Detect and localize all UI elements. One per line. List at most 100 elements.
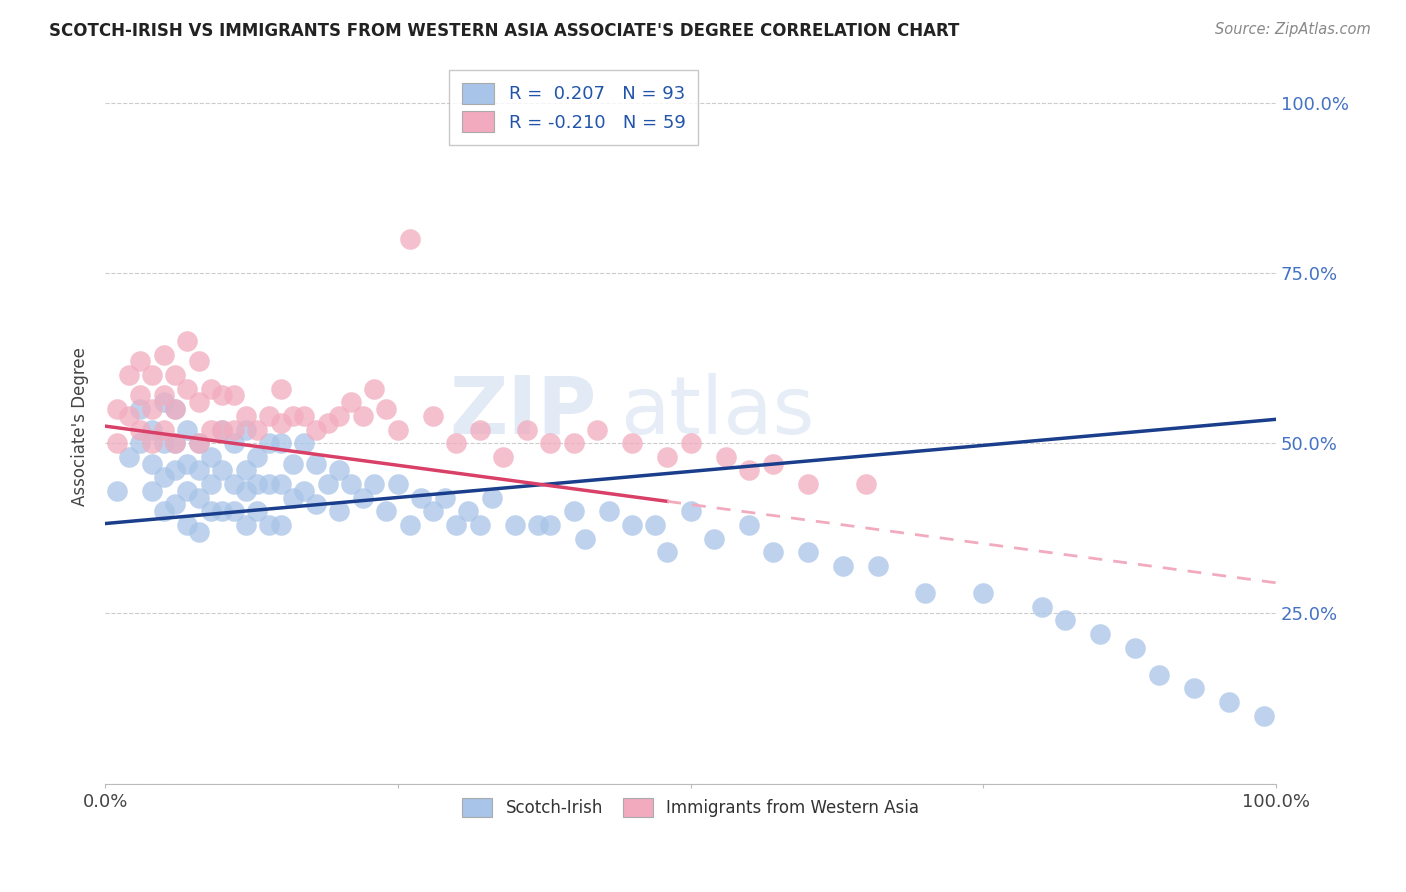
- Point: [866, 558, 889, 573]
- Point: [165, 498, 187, 512]
- Point: [761, 457, 783, 471]
- Point: [152, 348, 174, 362]
- Point: [200, 504, 222, 518]
- Point: [538, 517, 561, 532]
- Point: [586, 423, 609, 437]
- Point: [187, 524, 209, 539]
- Point: [176, 382, 198, 396]
- Point: [200, 477, 222, 491]
- Point: [796, 477, 818, 491]
- Point: [129, 423, 152, 437]
- Point: [222, 388, 245, 402]
- Point: [246, 423, 269, 437]
- Point: [152, 423, 174, 437]
- Point: [246, 477, 269, 491]
- Point: [738, 463, 761, 477]
- Point: [679, 436, 702, 450]
- Point: [714, 450, 737, 464]
- Point: [281, 409, 304, 423]
- Point: [141, 457, 163, 471]
- Point: [305, 457, 328, 471]
- Point: [375, 402, 398, 417]
- Point: [1147, 667, 1170, 681]
- Point: [492, 450, 515, 464]
- Point: [141, 368, 163, 382]
- Point: [316, 416, 339, 430]
- Point: [187, 395, 209, 409]
- Point: [761, 545, 783, 559]
- Point: [129, 402, 152, 417]
- Point: [187, 436, 209, 450]
- Point: [235, 409, 257, 423]
- Point: [562, 436, 585, 450]
- Point: [468, 423, 491, 437]
- Point: [270, 382, 292, 396]
- Point: [422, 504, 444, 518]
- Point: [235, 517, 257, 532]
- Point: [305, 498, 328, 512]
- Point: [187, 463, 209, 477]
- Point: [1054, 613, 1077, 627]
- Point: [538, 436, 561, 450]
- Text: atlas: atlas: [620, 373, 814, 450]
- Point: [398, 517, 420, 532]
- Y-axis label: Associate's Degree: Associate's Degree: [72, 347, 89, 506]
- Point: [703, 532, 725, 546]
- Point: [270, 477, 292, 491]
- Point: [831, 558, 853, 573]
- Point: [1253, 708, 1275, 723]
- Point: [281, 491, 304, 505]
- Point: [246, 504, 269, 518]
- Point: [1125, 640, 1147, 655]
- Point: [176, 483, 198, 498]
- Point: [644, 517, 666, 532]
- Point: [176, 517, 198, 532]
- Point: [679, 504, 702, 518]
- Point: [187, 491, 209, 505]
- Point: [165, 463, 187, 477]
- Point: [200, 382, 222, 396]
- Point: [211, 423, 233, 437]
- Point: [117, 450, 139, 464]
- Point: [305, 423, 328, 437]
- Point: [621, 436, 644, 450]
- Point: [235, 483, 257, 498]
- Point: [141, 402, 163, 417]
- Point: [316, 477, 339, 491]
- Point: [235, 463, 257, 477]
- Point: [211, 504, 233, 518]
- Point: [328, 463, 350, 477]
- Point: [657, 450, 679, 464]
- Text: Source: ZipAtlas.com: Source: ZipAtlas.com: [1215, 22, 1371, 37]
- Point: [176, 334, 198, 348]
- Point: [152, 388, 174, 402]
- Point: [200, 423, 222, 437]
- Text: ZIP: ZIP: [450, 373, 598, 450]
- Point: [152, 504, 174, 518]
- Point: [176, 423, 198, 437]
- Point: [1031, 599, 1053, 614]
- Point: [446, 517, 468, 532]
- Point: [292, 409, 315, 423]
- Point: [516, 423, 538, 437]
- Point: [141, 423, 163, 437]
- Point: [738, 517, 761, 532]
- Point: [457, 504, 479, 518]
- Point: [165, 436, 187, 450]
- Point: [165, 402, 187, 417]
- Point: [257, 436, 280, 450]
- Point: [657, 545, 679, 559]
- Point: [1218, 695, 1240, 709]
- Point: [222, 504, 245, 518]
- Point: [129, 354, 152, 368]
- Point: [200, 450, 222, 464]
- Point: [152, 436, 174, 450]
- Point: [796, 545, 818, 559]
- Point: [129, 388, 152, 402]
- Point: [292, 436, 315, 450]
- Point: [246, 450, 269, 464]
- Point: [468, 517, 491, 532]
- Point: [222, 436, 245, 450]
- Point: [598, 504, 620, 518]
- Point: [328, 504, 350, 518]
